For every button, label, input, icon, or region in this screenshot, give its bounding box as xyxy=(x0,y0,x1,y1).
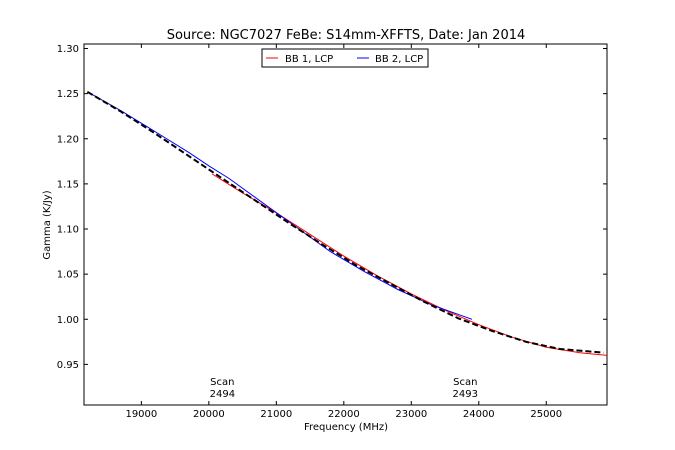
scan-annotation-number-0: 2494 xyxy=(210,389,235,400)
x-axis-label: Frequency (MHz) xyxy=(304,422,388,433)
y-tick-label-5: 1.20 xyxy=(57,134,79,145)
series-line-2 xyxy=(86,90,604,354)
plot-frame xyxy=(83,43,608,406)
x-tick-label-0: 19000 xyxy=(125,409,157,420)
tick-layer: 19000 20000 21000 22000 23000 24000 25000 0.95 1… xyxy=(57,44,607,420)
series-layer xyxy=(86,90,608,356)
plot-area: 19000 20000 21000 22000 23000 24000 25000 0.95 1… xyxy=(57,43,608,420)
scan-annotation-label-0: Scan xyxy=(210,377,234,388)
y-tick-label-4: 1.15 xyxy=(57,179,79,190)
x-tick-label-1: 20000 xyxy=(193,409,225,420)
y-tick-label-3: 1.10 xyxy=(57,225,79,236)
y-axis-label: Gamma (K/Jy) xyxy=(42,190,53,259)
legend-label-bb2: BB 2, LCP xyxy=(375,54,423,65)
x-tick-label-5: 24000 xyxy=(463,409,495,420)
legend: BB 1, LCP BB 2, LCP xyxy=(261,48,429,68)
x-tick-label-3: 22000 xyxy=(328,409,360,420)
x-tick-label-6: 25000 xyxy=(530,409,562,420)
y-tick-label-6: 1.25 xyxy=(57,89,79,100)
y-tick-label-7: 1.30 xyxy=(57,44,79,55)
legend-box xyxy=(261,48,429,68)
y-tick-label-0: 0.95 xyxy=(57,360,79,371)
y-tick-label-1: 1.00 xyxy=(57,315,79,326)
scan-annotation-number-1: 2493 xyxy=(453,389,478,400)
chart-title: Source: NGC7027 FeBe: S14mm-XFFTS, Date:… xyxy=(167,28,526,43)
x-tick-label-2: 21000 xyxy=(260,409,292,420)
x-tick-label-4: 23000 xyxy=(395,409,427,420)
scan-annotation-label-1: Scan xyxy=(453,377,477,388)
legend-label-bb1: BB 1, LCP xyxy=(285,54,333,65)
y-tick-label-2: 1.05 xyxy=(57,270,79,281)
